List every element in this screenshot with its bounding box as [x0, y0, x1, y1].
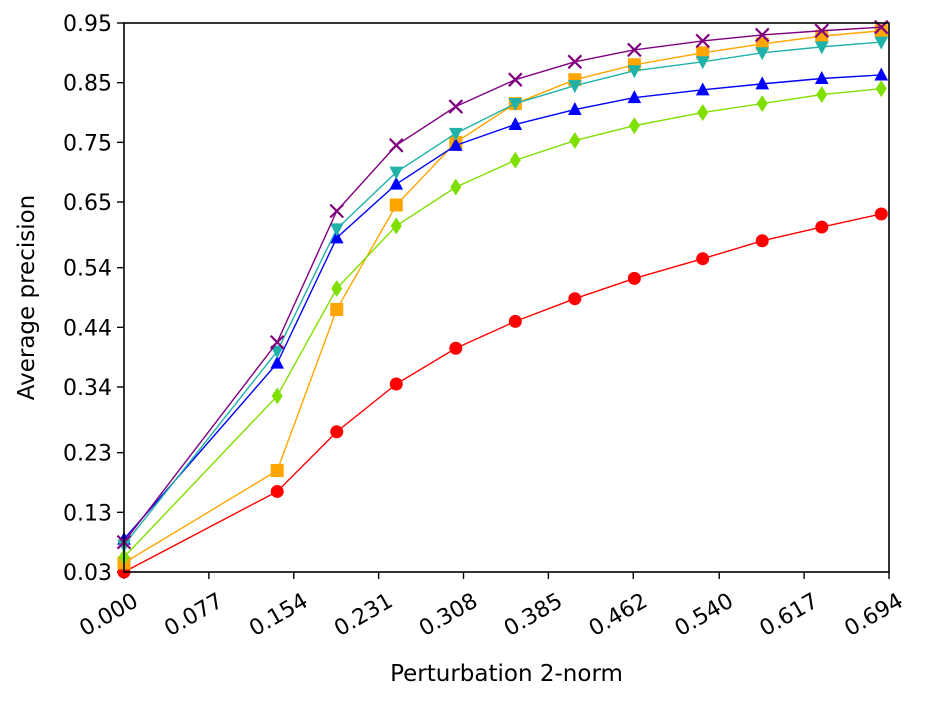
data-point [755, 47, 770, 61]
y-tick-label: 0.34 [63, 376, 112, 401]
data-point [508, 72, 523, 87]
data-point [270, 484, 284, 498]
data-point [508, 116, 523, 130]
data-point [569, 132, 581, 150]
data-point [331, 280, 343, 297]
data-point [508, 314, 522, 328]
data-point [568, 80, 582, 94]
x-tick-label: 0.077 [160, 589, 227, 642]
series-x [116, 19, 889, 550]
series-line [123, 41, 882, 546]
data-point [450, 178, 462, 196]
data-point [508, 98, 523, 112]
data-point [449, 341, 463, 355]
data-point [695, 56, 710, 70]
data-point [270, 345, 285, 359]
data-point [754, 27, 770, 43]
y-axis-label: Average precision [14, 195, 40, 401]
data-point [697, 104, 709, 121]
series-circle [117, 207, 888, 579]
series-line [123, 87, 882, 558]
data-point [627, 42, 642, 58]
series-square [117, 24, 888, 570]
data-point [875, 80, 887, 98]
data-point [509, 151, 521, 169]
y-tick-label: 0.65 [63, 191, 112, 216]
data-point [567, 54, 583, 70]
data-point [330, 425, 344, 439]
data-point [696, 252, 710, 266]
data-point [389, 166, 404, 180]
data-point [390, 217, 402, 235]
series-triangle-up [117, 67, 889, 545]
x-tick-label: 0.617 [756, 589, 823, 642]
x-axis-label: Perturbation 2-norm [390, 661, 623, 687]
data-point [330, 302, 344, 316]
data-point [628, 117, 640, 135]
data-point [755, 37, 769, 51]
data-point [627, 65, 642, 79]
x-tick-label: 0.231 [330, 589, 397, 642]
x-tick-label: 0.385 [500, 589, 567, 642]
series-line [123, 74, 882, 540]
data-point [696, 46, 710, 60]
data-point [815, 220, 829, 234]
y-tick-label: 0.13 [63, 501, 112, 526]
data-point [695, 33, 710, 49]
series-line [123, 30, 882, 564]
data-point [874, 36, 889, 50]
plot-area [116, 19, 889, 579]
data-point [270, 464, 284, 478]
x-tick-label: 0.694 [841, 589, 908, 642]
data-point [389, 176, 404, 190]
data-point [814, 71, 829, 85]
y-tick-label: 0.54 [63, 257, 112, 282]
data-point [329, 230, 344, 244]
data-point [874, 207, 888, 221]
data-point [448, 137, 463, 151]
data-point [389, 377, 403, 391]
data-point [627, 271, 641, 285]
axes-frame [123, 22, 890, 573]
x-axis-ticks: 0.000 0.077 0.154 0.231 0.308 0.385 0.462 0.540… [76, 572, 908, 642]
series-triangle-down [117, 36, 889, 553]
data-point [568, 102, 582, 116]
data-point [695, 82, 710, 96]
data-point [448, 99, 464, 114]
x-tick-label: 0.540 [671, 589, 738, 642]
y-axis-ticks: 0.03 0.13 0.23 0.34 0.44 0.54 0.65 0.75 0.85 0.95 [63, 12, 124, 586]
data-point [756, 95, 768, 113]
data-point [814, 23, 830, 39]
y-tick-label: 0.03 [63, 561, 112, 586]
data-point [755, 76, 770, 90]
y-tick-label: 0.44 [63, 316, 112, 341]
data-point [814, 41, 829, 55]
series-line [123, 26, 882, 543]
y-tick-label: 0.85 [63, 72, 112, 97]
data-point [874, 67, 889, 81]
data-point [270, 355, 285, 369]
data-point [627, 90, 642, 104]
data-point [448, 127, 463, 141]
data-point [329, 223, 344, 237]
data-point [568, 292, 582, 306]
y-tick-label: 0.75 [63, 131, 112, 156]
series-diamond [118, 80, 887, 566]
x-tick-label: 0.000 [76, 589, 143, 642]
data-point [329, 203, 345, 219]
data-point [389, 198, 403, 212]
data-point [755, 234, 769, 248]
y-tick-label: 0.95 [63, 12, 112, 37]
y-tick-label: 0.23 [63, 442, 112, 467]
x-tick-label: 0.308 [415, 589, 482, 642]
x-tick-label: 0.154 [245, 589, 312, 642]
data-point [271, 387, 283, 405]
data-point [269, 334, 285, 350]
series-line [123, 213, 882, 573]
data-point [388, 138, 404, 153]
data-point [816, 86, 828, 104]
x-tick-label: 0.462 [585, 589, 652, 642]
